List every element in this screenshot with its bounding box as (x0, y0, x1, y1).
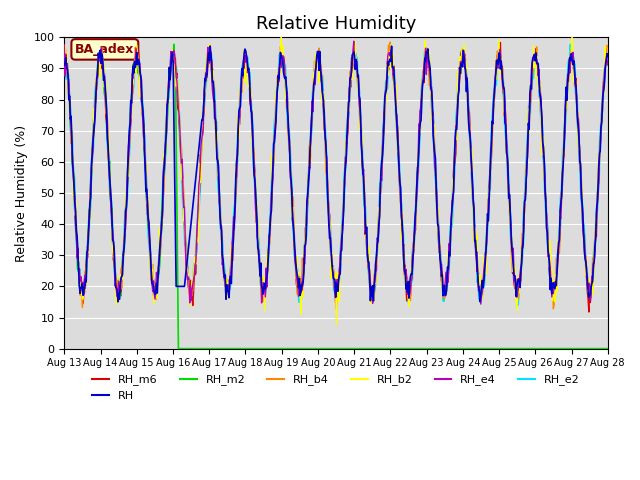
Y-axis label: Relative Humidity (%): Relative Humidity (%) (15, 124, 28, 262)
Text: BA_adex: BA_adex (75, 43, 134, 56)
Title: Relative Humidity: Relative Humidity (256, 15, 416, 33)
Legend: RH_m6, RH, RH_m2, RH_b4, RH_b2, RH_e4, RH_e2: RH_m6, RH, RH_m2, RH_b4, RH_b2, RH_e4, R… (88, 370, 584, 405)
